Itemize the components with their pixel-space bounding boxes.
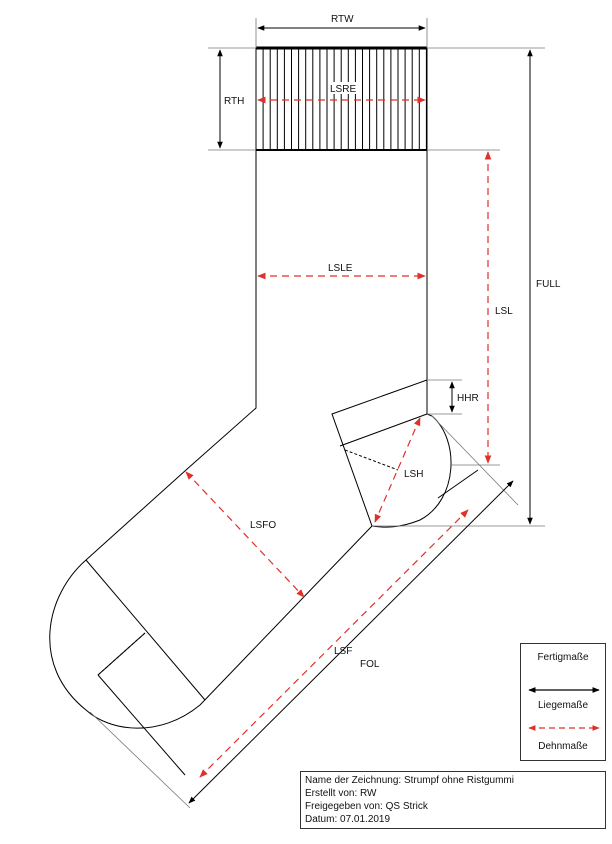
drawing-date: Datum: 07.01.2019 [305,814,391,825]
label-lsre: LSRE [330,84,356,95]
legend-fertig: Fertigmaße [537,652,589,663]
legend-black-arrow [528,687,600,693]
laying-dimensions [188,25,533,804]
sock-outline [49,48,479,776]
label-full: FULL [536,279,561,290]
label-fol: FOL [360,659,380,670]
approved-by: Freigegeben von: QS Strick [305,801,428,812]
label-rth: RTH [224,96,244,107]
label-lsf: LSF [334,646,352,657]
label-rtw: RTW [331,14,354,25]
label-lsfo: LSFO [250,520,276,531]
legend: Fertigmaße Liegemaße Dehnmaße [520,643,606,761]
label-lsl: LSL [495,306,513,317]
extension-lines [89,18,545,809]
drawing-name: Name der Zeichnung: Strumpf ohne Ristgum… [305,775,514,786]
label-lsh: LSH [404,469,423,480]
legend-liege: Liegemaße [537,700,589,711]
label-lsle: LSLE [328,263,353,274]
cuff [255,46,427,151]
label-hhr: HHR [457,393,479,404]
legend-red-arrow [528,725,600,731]
title-block: Name der Zeichnung: Strumpf ohne Ristgum… [300,771,606,829]
legend-dehn: Dehnmaße [538,741,588,752]
created-by: Erstellt von: RW [305,788,377,799]
stretch-dimensions [185,96,492,778]
